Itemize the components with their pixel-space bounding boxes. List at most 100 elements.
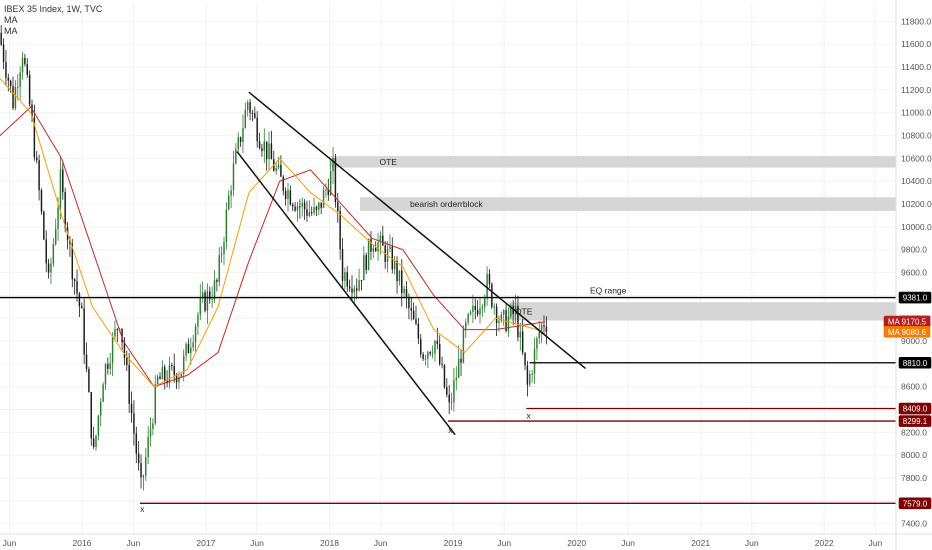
candle-body (254, 113, 256, 118)
candle-body (365, 255, 367, 270)
candle-body (7, 77, 10, 81)
candle-body (296, 206, 299, 211)
candle-body (244, 109, 247, 129)
price-badges: 9381.09176.5MA 9170.5MA 9080.68810.08409… (883, 291, 932, 510)
candle-body (521, 331, 524, 353)
candle-body (237, 137, 239, 150)
candle-body (142, 475, 145, 478)
candle-body (529, 374, 531, 385)
price-badge-text: 8810.0 (903, 359, 928, 368)
candle-body (538, 331, 540, 339)
y-tick-label: 8200.0 (901, 427, 927, 437)
level-label: EQ range (590, 286, 627, 296)
symbol-title[interactable]: IBEX 35 Index, 1W, TVC (4, 4, 103, 14)
y-tick-label: 11400.0 (901, 62, 931, 72)
candle-body (156, 376, 159, 385)
candle-body (78, 293, 81, 307)
candle-body (164, 367, 166, 381)
candle-body (341, 249, 344, 281)
candle-body (24, 57, 26, 65)
candle-body (12, 85, 14, 108)
indicator-ma-1[interactable]: MA (4, 15, 18, 25)
candle-body (393, 260, 396, 270)
candle-body (391, 246, 394, 270)
candle-body (306, 209, 308, 216)
candle-body (242, 128, 244, 143)
candle-body (289, 190, 292, 205)
candle-body (284, 190, 287, 199)
zone-rect (329, 156, 897, 168)
candle-body (498, 320, 500, 324)
candle-body (270, 143, 273, 160)
candle-body (510, 305, 512, 317)
x-tick-label: 2020 (567, 538, 586, 548)
candle-body (107, 364, 109, 369)
candle-body (33, 117, 36, 158)
candle-body (114, 329, 116, 337)
candle-body (275, 167, 277, 171)
candle-body (9, 80, 12, 86)
candle-body (85, 354, 88, 370)
candles (0, 25, 548, 491)
trendline[interactable] (248, 91, 586, 370)
candle-body (38, 160, 40, 191)
candle-body (450, 401, 453, 403)
x-axis[interactable]: Jun 2016 Jun 2017 Jun 2018 Jun 2019 Jun 2020 Jun 20… (0, 533, 932, 548)
swing-marker: x (448, 425, 453, 435)
candle-body (154, 384, 156, 424)
y-axis[interactable]: 7400.07600.07800.08000.08200.08400.08600… (895, 0, 932, 550)
drawings: EQ range x x x (0, 91, 896, 514)
candle-body (502, 310, 505, 315)
price-badge-text: 8409.0 (903, 405, 928, 414)
candle-body (453, 380, 455, 402)
candle-body (159, 376, 161, 380)
candle-body (88, 369, 90, 393)
price-badge-text: MA 9170.5 (888, 318, 927, 327)
candle-body (261, 148, 263, 151)
candle-body (415, 319, 417, 324)
candle-body (462, 328, 465, 363)
candle-body (493, 306, 495, 308)
x-tick-label: Jun (497, 538, 511, 548)
zones: OTE bearish orderrblock OTE (329, 156, 897, 321)
candle-body (187, 343, 190, 354)
candle-body (218, 255, 220, 282)
candle-body (526, 365, 529, 385)
y-tick-label: 9000.0 (901, 336, 927, 346)
candle-body (479, 308, 481, 315)
y-tick-label: 11200.0 (901, 85, 931, 95)
candle-body (168, 365, 171, 384)
candle-body (71, 243, 74, 280)
zone-label: OTE (515, 306, 533, 316)
candle-body (185, 343, 187, 356)
x-tick-label: 2017 (196, 538, 215, 548)
indicator-ma-2[interactable]: MA (4, 26, 18, 36)
swing-marker: x (526, 410, 531, 420)
candle-body (171, 365, 173, 367)
candle-body (81, 306, 83, 309)
candle-body (412, 310, 415, 320)
candle-body (476, 310, 479, 315)
candle-body (353, 288, 356, 293)
candle-body (334, 158, 337, 203)
candle-body (97, 415, 100, 436)
candle-body (246, 102, 249, 110)
candle-body (232, 163, 235, 191)
x-tick-label: Jun (127, 538, 141, 548)
candle-body (370, 238, 372, 252)
candle-body (104, 364, 107, 385)
candle-body (294, 206, 296, 211)
y-tick-label: 9600.0 (901, 268, 927, 278)
candle-body (467, 314, 469, 323)
candle-body (422, 354, 424, 359)
candle-body (190, 347, 192, 354)
candle-body (64, 192, 66, 228)
trendline[interactable] (236, 151, 456, 436)
candle-body (161, 367, 164, 380)
candle-body (92, 438, 95, 447)
candle-body (313, 207, 315, 213)
candle-body (17, 86, 19, 88)
candle-body (363, 255, 365, 281)
price-badge (898, 402, 932, 415)
